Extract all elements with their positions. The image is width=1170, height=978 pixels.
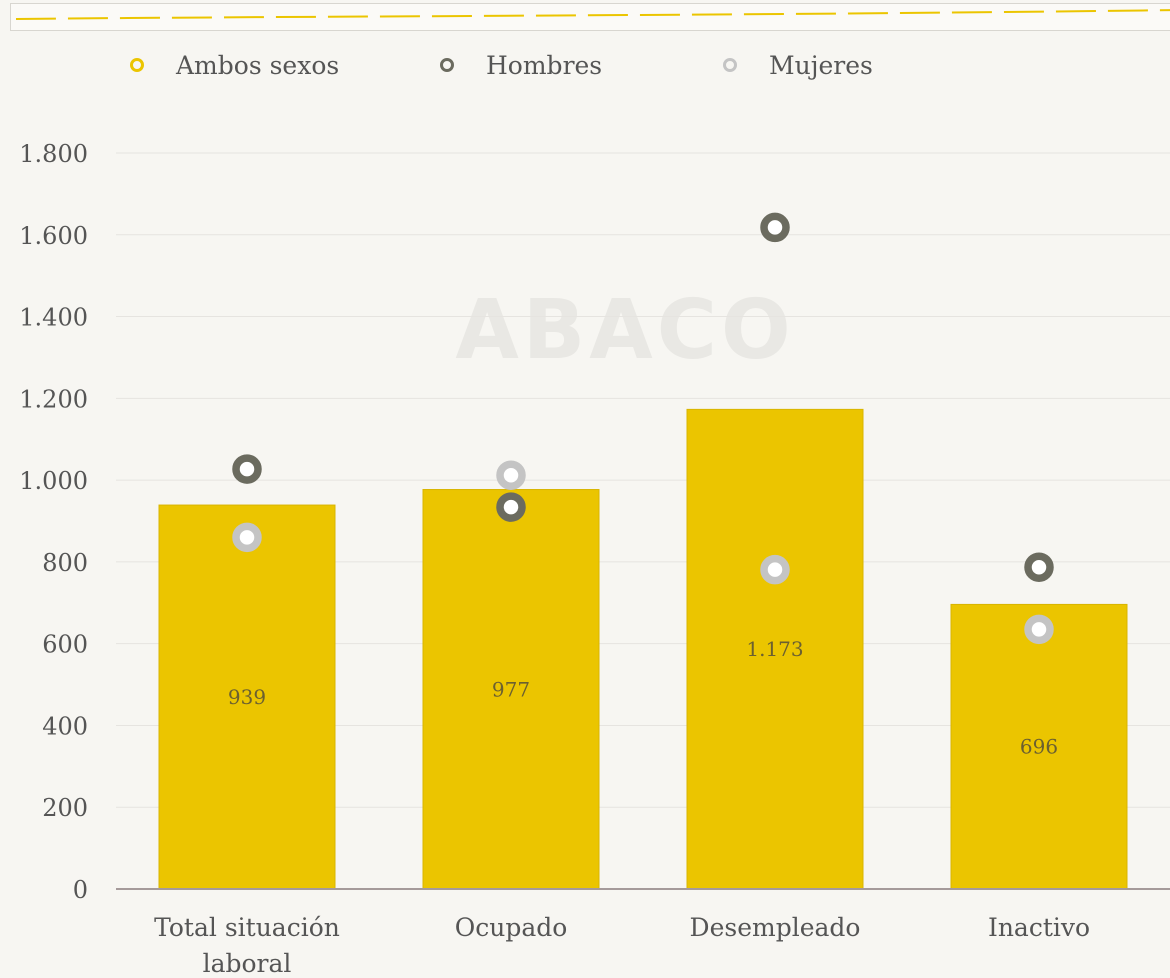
y-tick-label: 800 <box>42 549 88 577</box>
legend-item-hombres[interactable]: Hombres <box>440 50 602 80</box>
watermark-logo: ABACO <box>455 283 794 378</box>
top-scroll-bar[interactable] <box>10 3 1170 31</box>
y-tick-label: 400 <box>42 712 88 740</box>
x-tick-label: Total situación laboral <box>154 913 340 978</box>
y-tick-label: 1.200 <box>19 385 88 413</box>
x-tick-label-line: laboral <box>203 949 292 978</box>
grid-lines <box>116 152 1170 808</box>
x-axis-ticks: Total situación laboral Ocupado Desempleado… <box>154 913 1090 978</box>
bar-data-label: 939 <box>228 685 266 709</box>
legend-marker-ambos-icon <box>130 58 144 72</box>
y-tick-label: 1.600 <box>19 222 88 250</box>
legend-marker-mujeres-icon <box>723 58 737 72</box>
marker-mujeres <box>1024 614 1054 645</box>
bar-data-label: 1.173 <box>746 637 803 661</box>
legend-label-mujeres: Mujeres <box>769 50 873 80</box>
y-tick-label: 1.400 <box>19 304 88 332</box>
top-bar-decoration <box>15 9 1170 20</box>
x-tick-label: Desempleado <box>690 913 861 942</box>
bar-4 <box>950 603 1128 890</box>
marker-hombres <box>1024 552 1054 582</box>
y-tick-label: 1.000 <box>19 467 88 495</box>
marker-hombres <box>760 212 790 243</box>
x-tick-label: Ocupado <box>455 913 568 942</box>
y-tick-label: 200 <box>42 794 88 822</box>
marker-mujeres <box>232 522 262 553</box>
bar-1 <box>158 504 336 890</box>
legend-label-ambos-sexos: Ambos sexos <box>176 50 340 80</box>
legend-item-mujeres[interactable]: Mujeres <box>723 50 873 80</box>
bar-data-label: 977 <box>492 677 530 701</box>
bar-2 <box>422 489 600 890</box>
bars <box>158 408 1128 890</box>
y-tick-label: 0 <box>73 876 88 904</box>
marker-hombres <box>496 492 526 522</box>
x-tick-label: Inactivo <box>988 913 1090 942</box>
x-tick-label-line: Inactivo <box>988 913 1090 942</box>
marker-hombres <box>232 454 262 484</box>
y-tick-label: 1.800 <box>19 140 88 168</box>
x-tick-label-line: Total situación <box>154 913 340 942</box>
x-tick-label-line: Desempleado <box>690 913 861 942</box>
bar-3 <box>686 408 864 890</box>
legend-item-ambos-sexos[interactable]: Ambos sexos <box>130 50 339 80</box>
bar-data-label: 696 <box>1020 735 1058 759</box>
x-tick-label-line: Ocupado <box>455 913 568 942</box>
legend-label-hombres: Hombres <box>486 50 603 80</box>
marker-mujeres <box>760 554 790 585</box>
y-tick-label: 600 <box>42 631 88 659</box>
data-labels: 939 977 1.173 696 <box>228 637 1058 759</box>
markers <box>232 212 1054 645</box>
legend-marker-hombres-icon <box>440 58 454 72</box>
marker-mujeres <box>496 460 526 490</box>
y-axis-ticks: 0 200 400 600 800 1.000 1.200 1.400 1.600 1.800 <box>19 140 88 904</box>
